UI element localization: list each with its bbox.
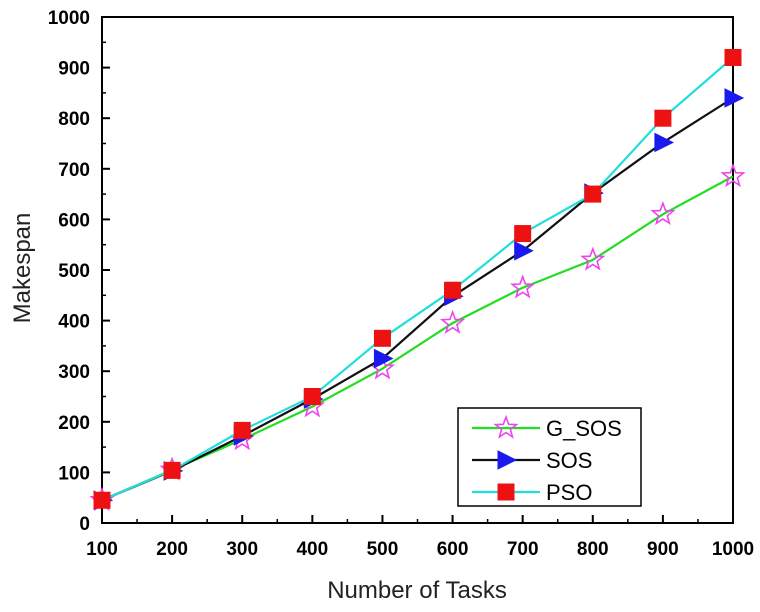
data-point — [724, 88, 745, 108]
data-point — [509, 274, 536, 299]
legend-entry: SOS — [472, 448, 592, 473]
x-tick-label: 300 — [226, 539, 258, 560]
data-point — [444, 281, 462, 299]
y-tick-label: 300 — [58, 362, 90, 383]
series-line — [101, 175, 734, 502]
x-tick-label: 700 — [507, 539, 539, 560]
legend-marker — [497, 483, 515, 501]
legend-label: G_SOS — [546, 416, 622, 441]
legend-label: PSO — [546, 480, 592, 505]
data-point — [654, 132, 675, 153]
y-tick-label: 700 — [58, 160, 90, 181]
data-point — [720, 163, 746, 188]
x-tick-label: 1000 — [712, 539, 754, 560]
series-line — [101, 56, 734, 502]
x-tick-label: 600 — [437, 539, 469, 560]
data-point — [163, 461, 181, 479]
x-tick-label: 900 — [647, 539, 679, 560]
legend-marker — [493, 414, 519, 439]
x-tick-label: 100 — [86, 539, 118, 560]
y-tick-label: 100 — [58, 463, 90, 484]
legend-entry: G_SOS — [472, 414, 622, 441]
y-axis-label: Makespan — [9, 213, 36, 324]
series-sos — [93, 88, 745, 511]
x-tick-label: 800 — [577, 539, 609, 560]
x-axis-label: Number of Tasks — [327, 577, 507, 604]
data-point — [724, 48, 742, 66]
x-tick-label: 400 — [296, 539, 328, 560]
y-tick-label: 800 — [58, 109, 90, 130]
legend-box — [457, 407, 642, 507]
series-g-sos — [89, 163, 746, 511]
x-tick-label: 200 — [156, 539, 188, 560]
series-line — [101, 97, 734, 502]
data-point — [373, 329, 391, 347]
data-point — [233, 421, 251, 439]
data-point — [654, 109, 672, 127]
data-point — [514, 240, 534, 261]
data-point — [650, 200, 676, 226]
data-point — [439, 309, 466, 334]
series-pso — [93, 48, 742, 509]
y-tick-label: 900 — [58, 59, 90, 80]
y-tick-label: 600 — [58, 210, 90, 231]
data-point — [514, 225, 532, 243]
legend-label: SOS — [546, 448, 592, 473]
legend-entry: PSO — [472, 480, 592, 505]
data-point — [373, 348, 394, 369]
legend-marker — [497, 450, 518, 470]
y-tick-label: 200 — [58, 413, 90, 434]
y-tick-label: 1000 — [48, 8, 90, 29]
y-tick-label: 0 — [79, 514, 90, 535]
data-point — [93, 491, 111, 509]
data-point — [584, 185, 602, 203]
y-tick-label: 400 — [58, 312, 90, 333]
data-point — [580, 246, 606, 271]
data-point — [303, 388, 321, 405]
x-tick-label: 500 — [367, 539, 399, 560]
y-tick-label: 500 — [58, 261, 90, 282]
